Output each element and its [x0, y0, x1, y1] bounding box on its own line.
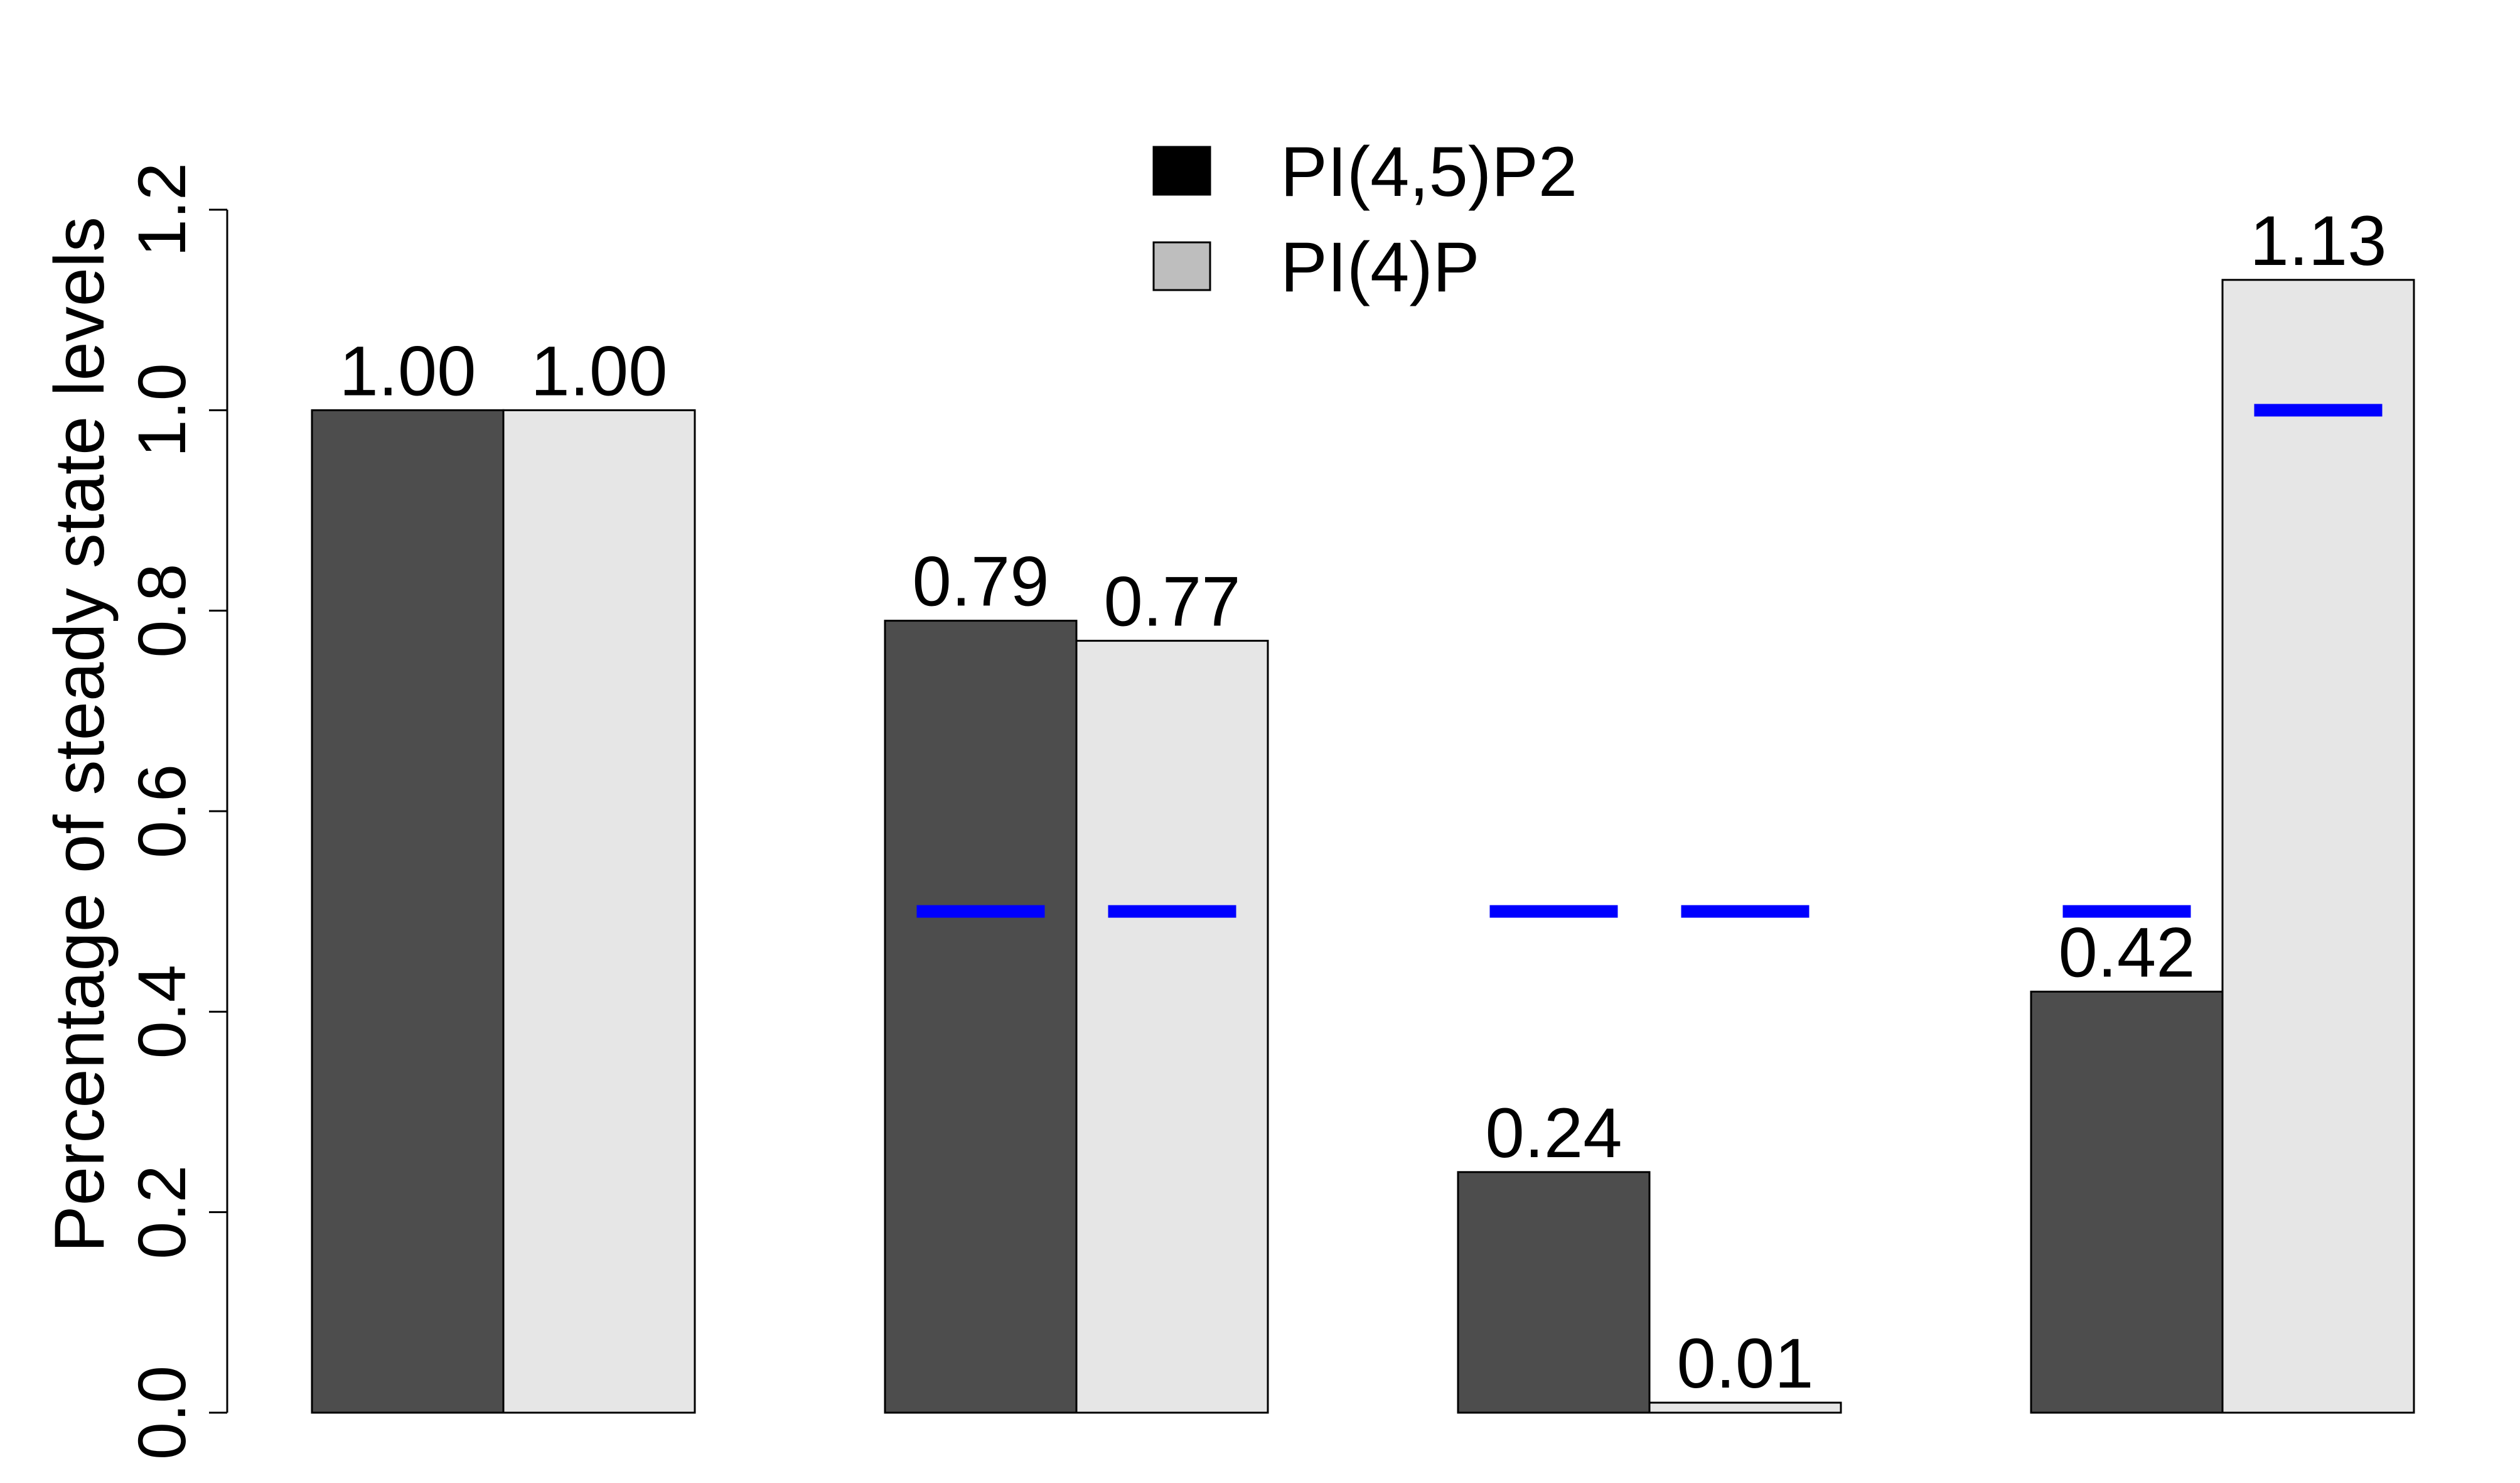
legend-swatch — [1152, 241, 1211, 291]
bar — [1075, 640, 1269, 1414]
y-tick-label: 0.4 — [124, 964, 200, 1059]
y-axis-title: Percentage of steady state levels — [40, 217, 119, 1253]
bar-value-label: 0.42 — [2059, 913, 2196, 991]
y-tick-label: 1.0 — [124, 363, 200, 457]
legend-label: PI(4,5)P2 — [1280, 132, 1577, 211]
y-tick-label: 1.2 — [124, 163, 200, 257]
reference-lines — [916, 404, 2383, 918]
bar-value-label: 0.24 — [1486, 1094, 1622, 1172]
value-labels: 1.00 0.79 0.24 0.42 1.00 0.77 0.01 1.13 — [340, 202, 2387, 1403]
y-tick-label: 0.2 — [124, 1165, 200, 1259]
bar — [502, 409, 696, 1414]
bar — [311, 409, 505, 1414]
bar — [884, 620, 1078, 1414]
legend-label: PI(4)P — [1280, 228, 1479, 306]
y-axis: 0.0 0.2 0.4 0.6 0.8 1.0 1.2 — [124, 163, 228, 1460]
bar — [1457, 1171, 1651, 1414]
bars — [311, 279, 2415, 1414]
bar — [1648, 1401, 1842, 1414]
bar-value-label: 0.77 — [1104, 563, 1241, 641]
bar-value-label: 1.00 — [531, 332, 668, 410]
legend-swatch — [1152, 146, 1211, 196]
y-tick-label: 0.0 — [124, 1366, 200, 1460]
bar-value-label: 1.00 — [340, 332, 476, 410]
bar — [2030, 990, 2224, 1414]
bar-value-label: 0.01 — [1677, 1324, 1814, 1403]
bar — [2221, 279, 2415, 1414]
bar-value-label: 1.13 — [2250, 202, 2387, 280]
legend: PI(4,5)P2 PI(4)P — [1152, 132, 1577, 306]
y-tick-label: 0.8 — [124, 564, 200, 658]
y-tick-label: 0.6 — [124, 764, 200, 858]
bar-value-label: 0.79 — [913, 542, 1049, 621]
